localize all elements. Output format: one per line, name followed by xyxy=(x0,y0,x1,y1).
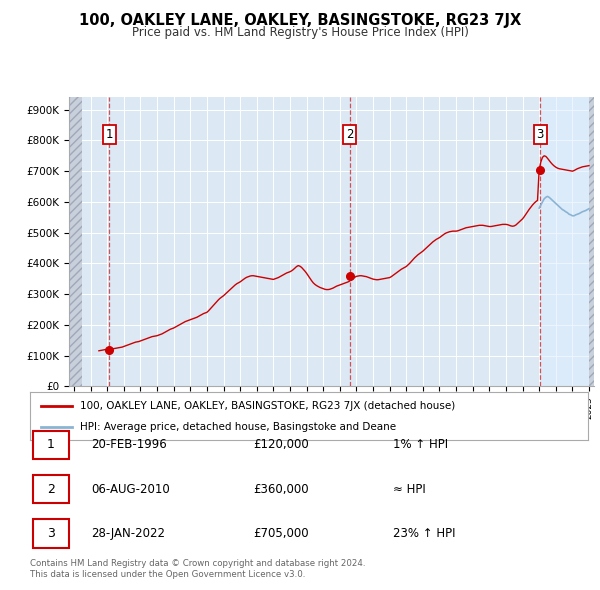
Text: 3: 3 xyxy=(536,128,544,141)
Text: 100, OAKLEY LANE, OAKLEY, BASINGSTOKE, RG23 7JX (detached house): 100, OAKLEY LANE, OAKLEY, BASINGSTOKE, R… xyxy=(80,401,455,411)
Text: £360,000: £360,000 xyxy=(253,483,309,496)
FancyBboxPatch shape xyxy=(33,519,69,548)
Text: £120,000: £120,000 xyxy=(253,438,309,451)
Text: ≈ HPI: ≈ HPI xyxy=(392,483,425,496)
Text: 28-JAN-2022: 28-JAN-2022 xyxy=(91,527,166,540)
Text: 2: 2 xyxy=(346,128,353,141)
Text: £705,000: £705,000 xyxy=(253,527,309,540)
Bar xyxy=(541,97,589,386)
Bar xyxy=(589,97,594,386)
Text: HPI: Average price, detached house, Basingstoke and Deane: HPI: Average price, detached house, Basi… xyxy=(80,422,397,432)
Text: 3: 3 xyxy=(47,527,55,540)
Text: 06-AUG-2010: 06-AUG-2010 xyxy=(91,483,170,496)
Text: 1% ↑ HPI: 1% ↑ HPI xyxy=(392,438,448,451)
Text: 100, OAKLEY LANE, OAKLEY, BASINGSTOKE, RG23 7JX: 100, OAKLEY LANE, OAKLEY, BASINGSTOKE, R… xyxy=(79,13,521,28)
Text: 1: 1 xyxy=(106,128,113,141)
Text: 1: 1 xyxy=(47,438,55,451)
FancyBboxPatch shape xyxy=(33,475,69,503)
Text: 23% ↑ HPI: 23% ↑ HPI xyxy=(392,527,455,540)
FancyBboxPatch shape xyxy=(33,431,69,459)
Text: 20-FEB-1996: 20-FEB-1996 xyxy=(91,438,167,451)
Text: 2: 2 xyxy=(47,483,55,496)
Text: Contains HM Land Registry data © Crown copyright and database right 2024.
This d: Contains HM Land Registry data © Crown c… xyxy=(30,559,365,579)
Text: Price paid vs. HM Land Registry's House Price Index (HPI): Price paid vs. HM Land Registry's House … xyxy=(131,26,469,39)
Bar xyxy=(589,97,594,386)
Bar xyxy=(69,97,82,386)
Bar xyxy=(69,97,82,386)
